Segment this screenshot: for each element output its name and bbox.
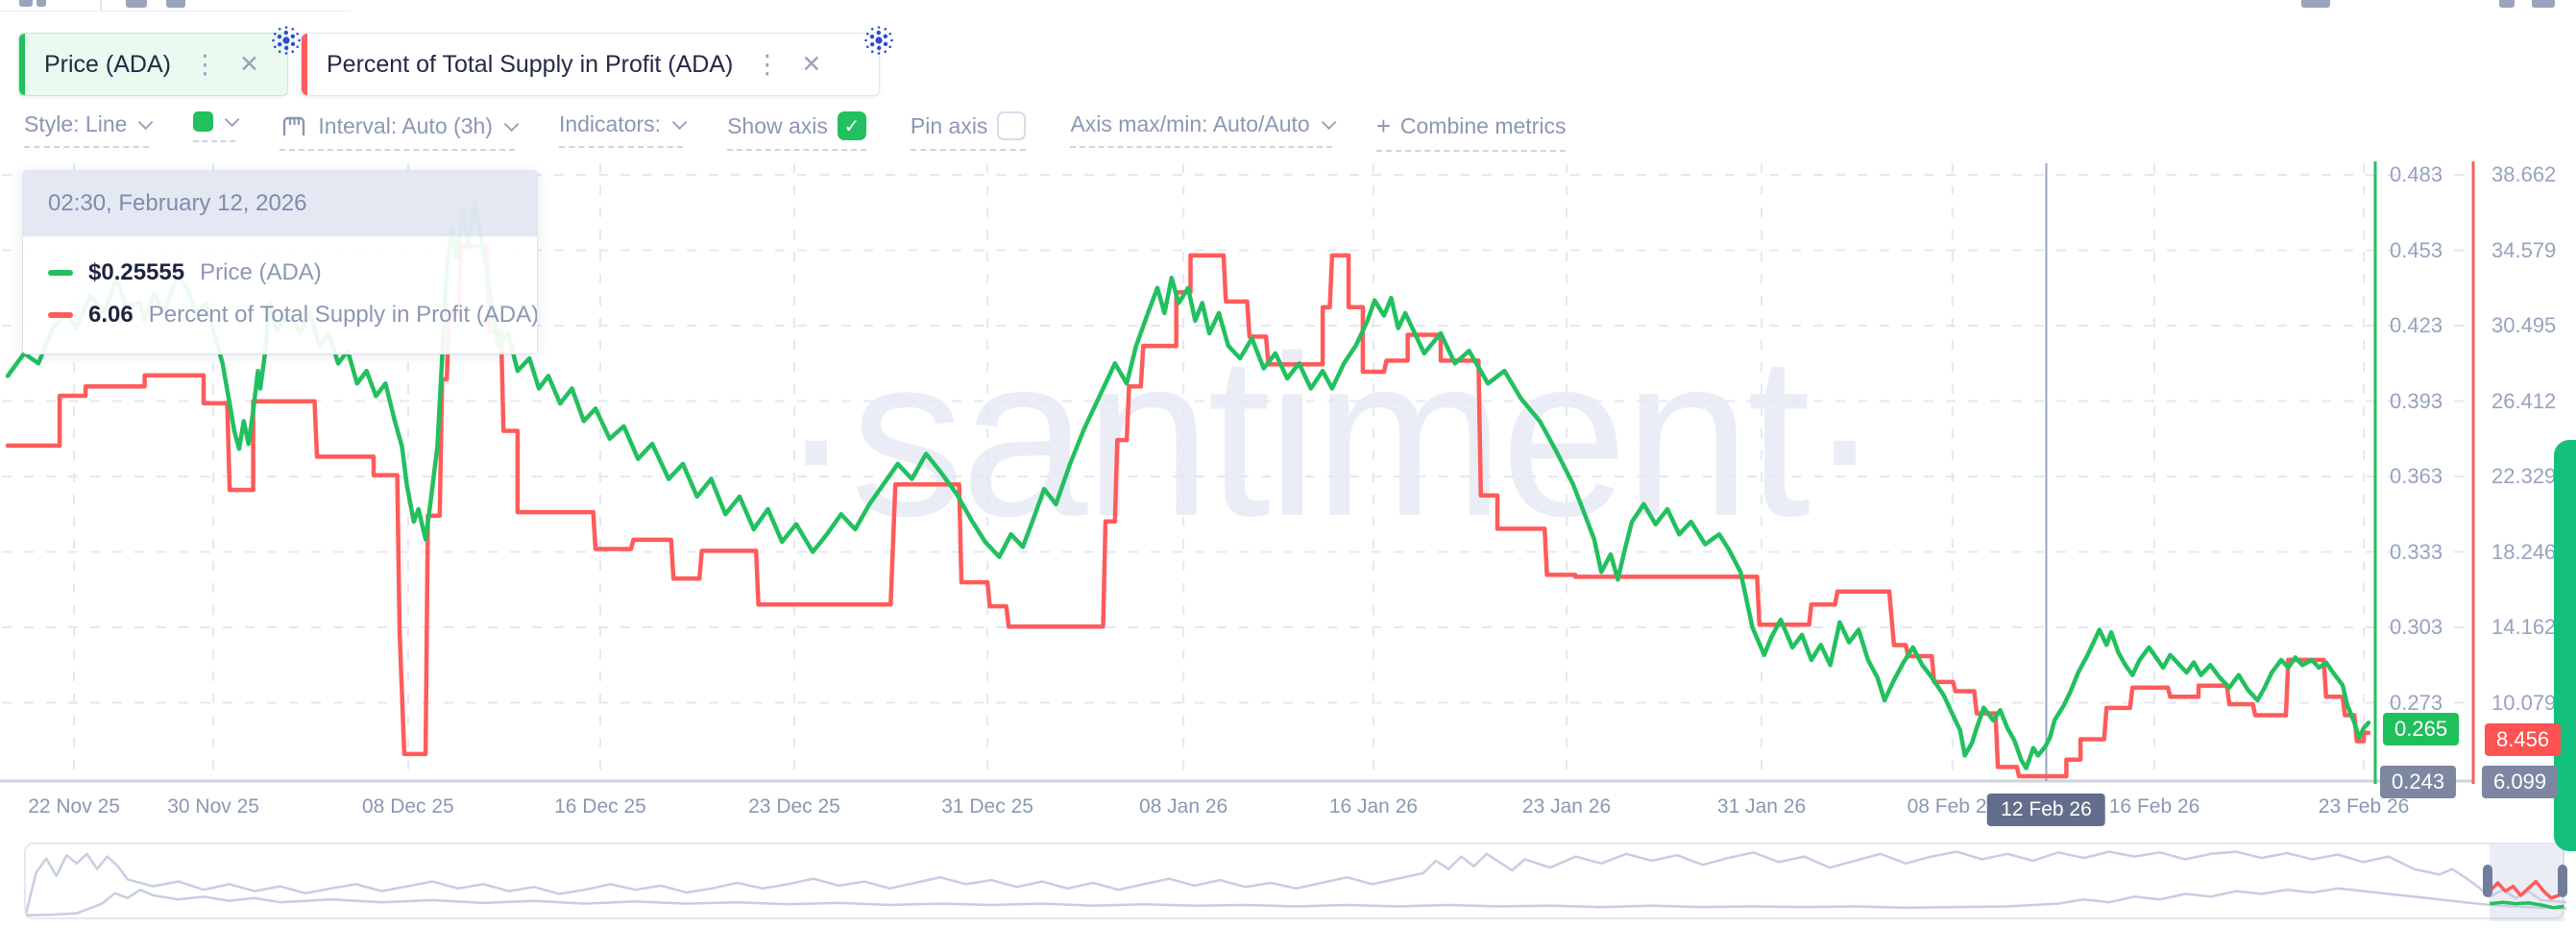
price-last-value-badge: 0.265 (2383, 713, 2460, 745)
kebab-menu-icon[interactable]: ⋮ (754, 49, 781, 79)
header-divider (0, 11, 351, 12)
show-axis-label: Show axis (727, 112, 828, 138)
time-tick-label: 31 Dec 25 (941, 795, 1033, 818)
time-tick-label: 23 Dec 25 (748, 795, 840, 818)
pin-axis-toggle[interactable]: Pin axis (910, 111, 1027, 151)
price-crosshair-badge: 0.243 (2380, 766, 2457, 798)
time-tick-label: 31 Jan 26 (1716, 795, 1807, 818)
navigator-left-handle[interactable] (2483, 865, 2493, 897)
time-tick-label: 08 Jan 26 (1138, 795, 1228, 818)
close-icon[interactable]: ✕ (801, 50, 822, 78)
tab-accent-bar (19, 34, 25, 95)
chart-toolbar: Style: Line Interval: Auto (3h) Indicato… (24, 111, 1567, 152)
plus-icon: + (1375, 111, 1391, 140)
time-range-navigator[interactable] (24, 843, 2566, 921)
axis-tick-label: 14.162 (2491, 615, 2557, 639)
tooltip-row-supply: 6.06 Percent of Total Supply in Profit (… (48, 302, 537, 329)
axis-tick-label: 0.393 (2390, 388, 2443, 413)
chevron-down-icon (503, 116, 520, 132)
time-tick-label: 23 Jan 26 (1521, 795, 1612, 818)
interval-select[interactable]: Interval: Auto (3h) (279, 111, 520, 151)
series-color-dash (48, 270, 73, 276)
cropped-grid-icon[interactable] (2532, 0, 2555, 8)
axis-tick-label: 0.333 (2390, 539, 2443, 564)
axis-tick-label: 0.453 (2390, 237, 2443, 262)
axis-tick-label: 10.079 (2491, 690, 2557, 715)
close-icon[interactable]: ✕ (238, 50, 259, 78)
tooltip-value: $0.25555 (88, 259, 185, 285)
cropped-toolbar-icon[interactable] (2499, 0, 2515, 8)
cropped-toolbar-icon[interactable] (166, 0, 185, 8)
chevron-down-icon (138, 114, 154, 131)
chart-tooltip: 02:30, February 12, 2026 $0.25555 Price … (22, 170, 538, 354)
toolbar-divider (100, 0, 102, 11)
tab-percent-supply-in-profit[interactable]: Percent of Total Supply in Profit (ADA) … (301, 33, 880, 96)
axis-maxmin-label: Axis max/min: Auto/Auto (1070, 111, 1310, 136)
axis-tick-label: 30.495 (2491, 313, 2557, 337)
time-tick-label: 16 Feb 26 (2108, 795, 2200, 818)
combine-metrics-label: Combine metrics (1399, 113, 1567, 138)
cropped-toolbar-icon[interactable] (36, 0, 46, 7)
style-label: Style: Line (24, 111, 128, 136)
pin-axis-label: Pin axis (910, 112, 988, 138)
axis-tick-label: 0.273 (2390, 690, 2443, 715)
color-picker[interactable] (193, 111, 240, 142)
tooltip-row-price: $0.25555 Price (ADA) (48, 259, 512, 286)
crosshair-date-badge: 12 Feb 26 (1987, 794, 2105, 826)
navigator-right-handle[interactable] (2557, 865, 2567, 897)
cardano-logo-icon (864, 26, 893, 55)
tooltip-value: 6.06 (88, 302, 134, 328)
cropped-layout-icon[interactable] (2301, 0, 2330, 8)
axis-tick-label: 18.246 (2491, 539, 2557, 564)
indicators-label: Indicators: (558, 111, 662, 136)
chevron-down-icon (225, 111, 240, 128)
tab-label: Price (ADA) (44, 50, 171, 78)
interval-label: Interval: Auto (3h) (318, 112, 493, 138)
indicators-select[interactable]: Indicators: (558, 111, 688, 148)
axis-tick-label: 0.303 (2390, 615, 2443, 639)
interval-icon (283, 116, 305, 135)
series-color-dash (48, 312, 73, 318)
axis-maxmin-select[interactable]: Axis max/min: Auto/Auto (1070, 111, 1337, 148)
time-tick-label: 22 Nov 25 (28, 795, 120, 818)
cardano-logo-icon (272, 26, 301, 55)
tab-label: Percent of Total Supply in Profit (ADA) (327, 50, 734, 78)
cropped-toolbar-icon[interactable] (126, 0, 147, 8)
show-axis-toggle[interactable]: Show axis ✓ (727, 111, 866, 151)
time-tick-label: 08 Feb 26 (1907, 795, 1999, 818)
supply-crosshair-badge: 6.099 (2482, 766, 2559, 798)
axis-tick-label: 26.412 (2491, 388, 2557, 413)
checkbox-unchecked-icon[interactable] (997, 111, 1027, 140)
time-tick-label: 23 Feb 26 (2318, 795, 2410, 818)
supply-last-value-badge: 8.456 (2485, 723, 2562, 756)
style-select[interactable]: Style: Line (24, 111, 154, 148)
tooltip-timestamp: 02:30, February 12, 2026 (23, 171, 537, 236)
tab-price-ada[interactable]: Price (ADA) ⋮ ✕ (18, 33, 288, 96)
axis-tick-label: 22.329 (2491, 464, 2557, 488)
santiment-watermark: ·santiment· (778, 309, 1883, 564)
chevron-down-icon (671, 114, 688, 131)
time-tick-label: 16 Jan 26 (1328, 795, 1419, 818)
time-tick-label: 16 Dec 25 (554, 795, 646, 818)
axis-tick-label: 0.363 (2390, 464, 2443, 488)
tooltip-label: Percent of Total Supply in Profit (ADA) (148, 302, 538, 328)
kebab-menu-icon[interactable]: ⋮ (191, 49, 218, 79)
axis-tick-label: 34.579 (2491, 237, 2557, 262)
axis-tick-label: 0.483 (2390, 162, 2443, 186)
chevron-down-icon (1321, 114, 1337, 131)
time-tick-label: 30 Nov 25 (167, 795, 259, 818)
tooltip-label: Price (ADA) (200, 259, 322, 285)
cropped-toolbar-icon[interactable] (19, 0, 33, 7)
combine-metrics-button[interactable]: + Combine metrics (1375, 111, 1567, 152)
color-swatch (193, 111, 214, 132)
tab-accent-bar (302, 34, 307, 95)
time-tick-label: 08 Dec 25 (362, 795, 454, 818)
checkbox-checked-icon[interactable]: ✓ (837, 111, 866, 140)
axis-tick-label: 0.423 (2390, 313, 2443, 337)
axis-tick-label: 38.662 (2491, 162, 2557, 186)
